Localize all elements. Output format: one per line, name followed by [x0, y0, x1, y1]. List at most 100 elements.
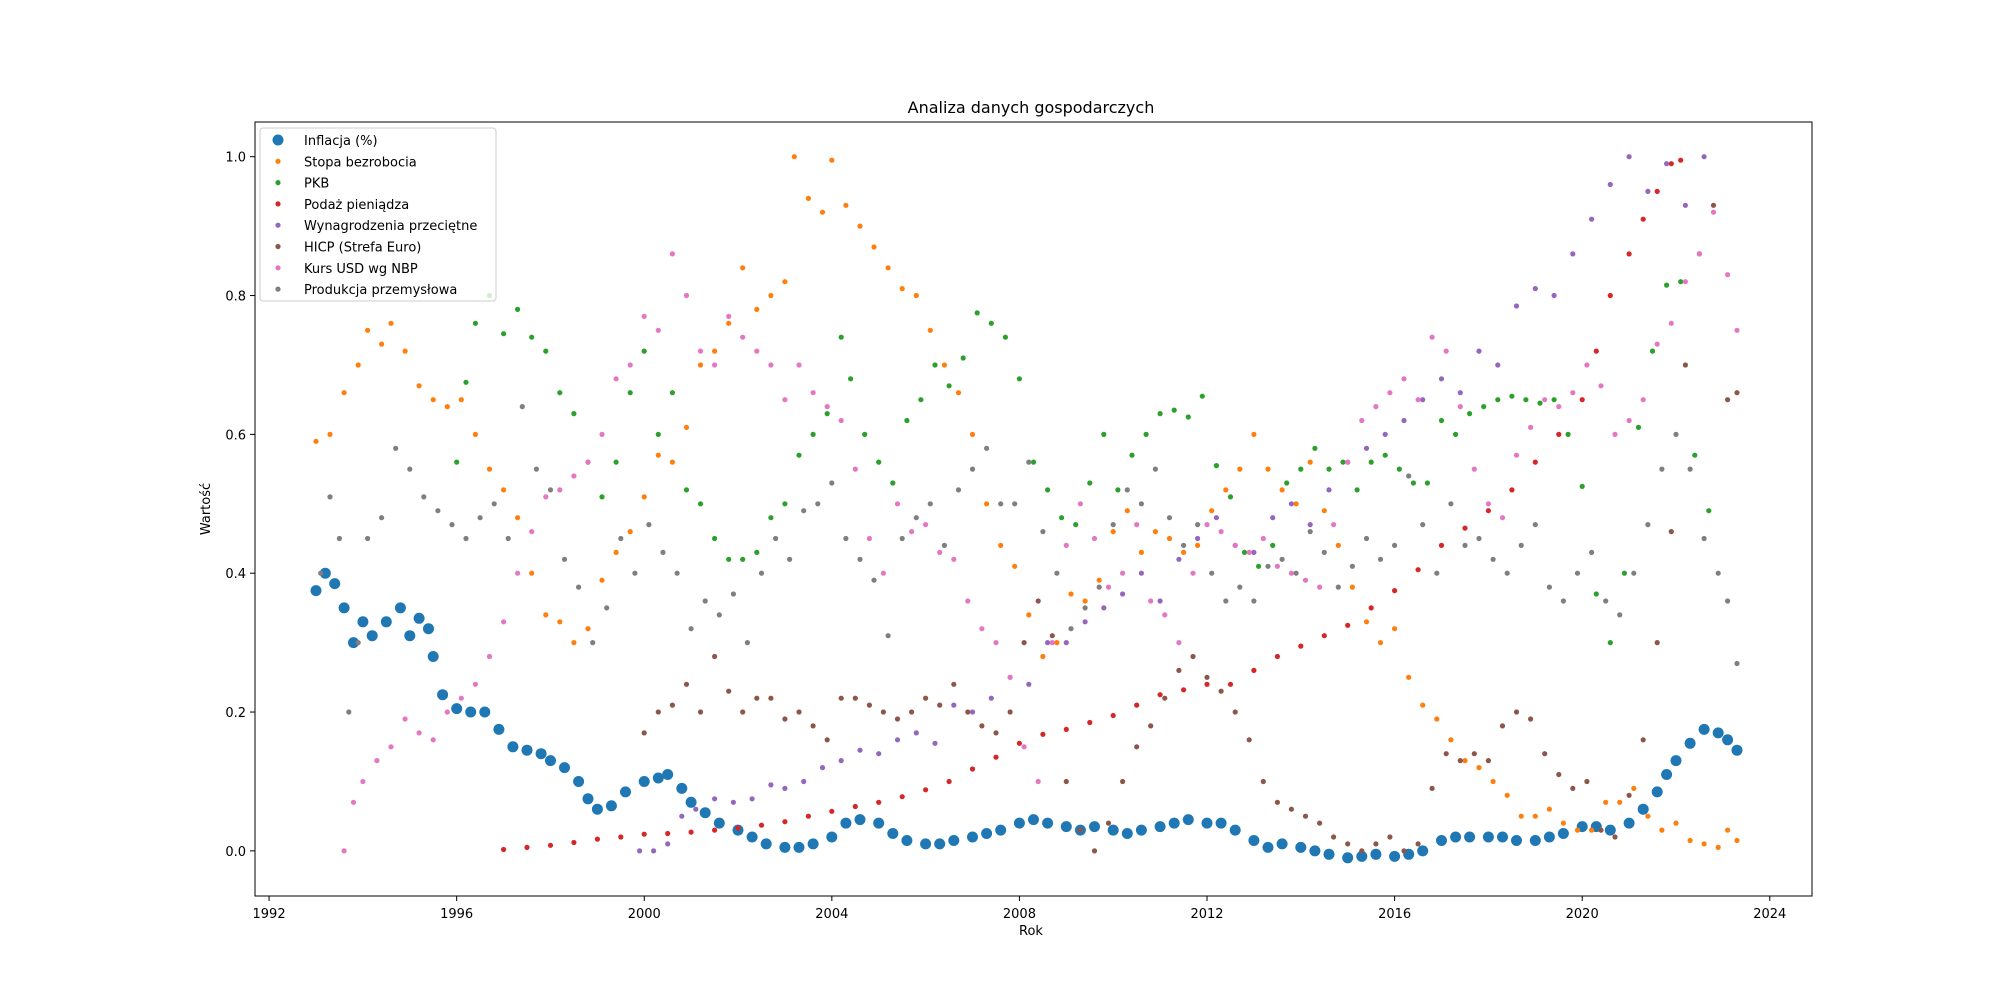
data-point	[941, 542, 948, 549]
data-point	[1701, 154, 1707, 160]
data-point	[1279, 487, 1285, 493]
data-point	[904, 417, 910, 424]
data-point	[712, 827, 718, 833]
data-point	[876, 751, 882, 757]
data-point	[1560, 598, 1566, 604]
data-point	[871, 244, 877, 250]
data-point	[1354, 487, 1360, 493]
data-point	[1722, 734, 1734, 746]
data-point	[1420, 522, 1426, 528]
data-point	[838, 417, 844, 424]
data-point	[1026, 681, 1032, 687]
data-point	[1262, 841, 1274, 853]
data-point	[1645, 813, 1651, 819]
data-point	[1406, 674, 1412, 680]
data-point	[1138, 549, 1144, 556]
data-point	[1443, 348, 1449, 354]
data-point	[768, 695, 774, 701]
data-point	[561, 556, 568, 562]
data-point	[1181, 549, 1187, 556]
data-point	[1059, 515, 1065, 521]
data-point	[318, 570, 324, 576]
data-point	[1682, 279, 1688, 285]
data-point	[1040, 653, 1046, 660]
data-point	[1664, 161, 1670, 167]
data-point	[1438, 542, 1445, 549]
data-point	[1551, 397, 1557, 403]
data-point	[854, 814, 866, 826]
data-point	[501, 619, 507, 625]
data-point	[1529, 835, 1541, 846]
data-point	[1434, 570, 1440, 576]
x-tick-label: 1992	[253, 907, 286, 922]
data-point	[529, 529, 535, 535]
data-point	[576, 584, 582, 590]
data-point	[374, 758, 380, 764]
data-point	[815, 501, 821, 507]
data-point	[702, 598, 708, 604]
data-point	[655, 327, 661, 333]
data-point	[1157, 598, 1163, 604]
data-point	[388, 320, 394, 326]
data-point	[366, 630, 378, 642]
legend-item: Stopa bezrobocia	[275, 155, 417, 170]
data-point	[1007, 674, 1013, 680]
data-point	[427, 651, 439, 662]
legend-item: PKB	[275, 177, 329, 192]
legend-marker	[275, 222, 281, 228]
data-point	[1241, 549, 1248, 556]
data-point	[1176, 640, 1182, 646]
data-point	[1124, 487, 1130, 493]
data-point	[1298, 643, 1304, 649]
data-point	[1546, 806, 1552, 812]
data-point	[348, 637, 359, 649]
data-point	[627, 529, 633, 535]
data-point	[388, 744, 394, 750]
data-point	[479, 706, 491, 718]
data-point	[913, 292, 919, 299]
data-point	[1135, 824, 1147, 836]
data-point	[1645, 188, 1651, 194]
data-point	[1323, 848, 1335, 860]
y-tick-label: 0.6	[225, 428, 246, 443]
data-point	[1073, 522, 1079, 528]
data-point	[852, 466, 858, 472]
data-point	[1309, 845, 1321, 857]
data-point	[1499, 723, 1506, 729]
data-point	[557, 619, 563, 625]
data-point	[543, 494, 549, 500]
data-point	[355, 640, 361, 646]
data-point	[1668, 161, 1674, 167]
data-point	[559, 762, 570, 774]
series-0	[310, 567, 1743, 864]
legend-item: Kurs USD wg NBP	[275, 262, 418, 277]
data-point	[1497, 831, 1508, 843]
data-point	[1513, 452, 1520, 458]
data-point	[726, 556, 732, 562]
data-point	[768, 782, 774, 788]
data-point	[1387, 390, 1393, 396]
data-point	[1682, 202, 1688, 208]
data-point	[1420, 397, 1426, 403]
data-point	[683, 424, 690, 430]
data-point	[1270, 542, 1276, 549]
data-point	[1152, 466, 1158, 472]
data-point	[1532, 459, 1538, 465]
y-tick-label: 0.4	[225, 567, 246, 582]
data-point	[1101, 605, 1107, 611]
data-point	[1317, 820, 1323, 826]
data-point	[604, 605, 610, 611]
data-point	[1654, 341, 1660, 347]
data-point	[848, 376, 854, 382]
data-point	[1698, 723, 1710, 735]
data-point	[1518, 813, 1524, 819]
data-point	[782, 716, 788, 722]
data-point	[927, 501, 933, 507]
data-point	[1715, 570, 1721, 576]
data-point	[773, 535, 779, 542]
data-point	[505, 535, 511, 542]
data-point	[782, 819, 788, 825]
data-point	[923, 787, 929, 793]
data-point	[1485, 501, 1491, 507]
data-point	[1556, 404, 1562, 410]
